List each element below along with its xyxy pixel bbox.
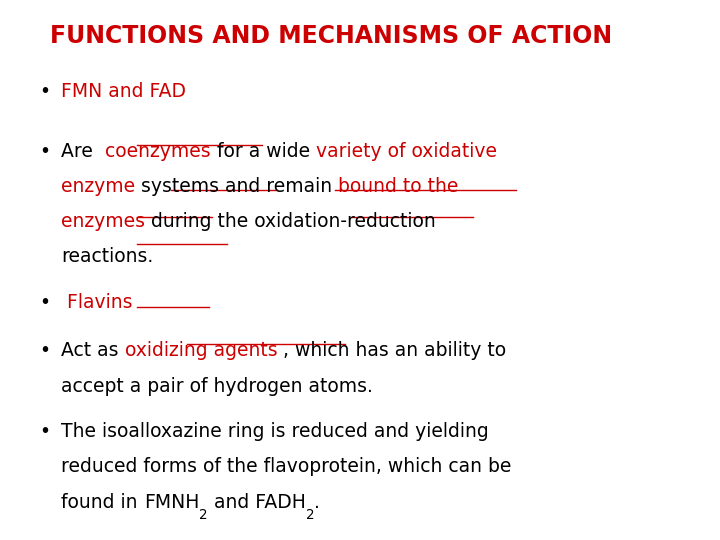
Text: systems and remain: systems and remain [135, 177, 338, 195]
Text: Flavins: Flavins [61, 293, 132, 312]
Text: coenzymes: coenzymes [105, 141, 211, 160]
Text: during the oxidation-reduction: during the oxidation-reduction [151, 212, 436, 231]
Text: enzymes: enzymes [61, 212, 151, 231]
Text: 2: 2 [199, 509, 207, 523]
Text: •: • [40, 293, 50, 312]
Text: and FADH: and FADH [207, 492, 305, 511]
Text: for a wide: for a wide [211, 141, 316, 160]
Text: reduced forms of the flavoprotein, which can be: reduced forms of the flavoprotein, which… [61, 457, 512, 476]
Text: variety of oxidative: variety of oxidative [316, 141, 497, 160]
Text: FUNCTIONS AND MECHANISMS OF ACTION: FUNCTIONS AND MECHANISMS OF ACTION [50, 24, 613, 48]
Text: •: • [40, 141, 50, 160]
Text: Are: Are [61, 141, 105, 160]
Text: FMNH: FMNH [144, 492, 199, 511]
Text: found in: found in [61, 492, 144, 511]
Text: •: • [40, 341, 50, 360]
Text: .: . [314, 492, 320, 511]
Text: enzyme: enzyme [61, 177, 135, 195]
Text: 2: 2 [305, 509, 314, 523]
Text: •: • [40, 82, 50, 101]
Text: oxidizing agents: oxidizing agents [125, 341, 284, 360]
Text: accept a pair of hydrogen atoms.: accept a pair of hydrogen atoms. [61, 376, 373, 395]
Text: reactions.: reactions. [61, 247, 153, 266]
Text: Act as: Act as [61, 341, 125, 360]
Text: The isoalloxazine ring is reduced and yielding: The isoalloxazine ring is reduced and yi… [61, 422, 489, 441]
Text: •: • [40, 422, 50, 441]
Text: FMN and FAD: FMN and FAD [61, 82, 186, 101]
Text: bound to the: bound to the [338, 177, 459, 195]
Text: , which has an ability to: , which has an ability to [284, 341, 506, 360]
